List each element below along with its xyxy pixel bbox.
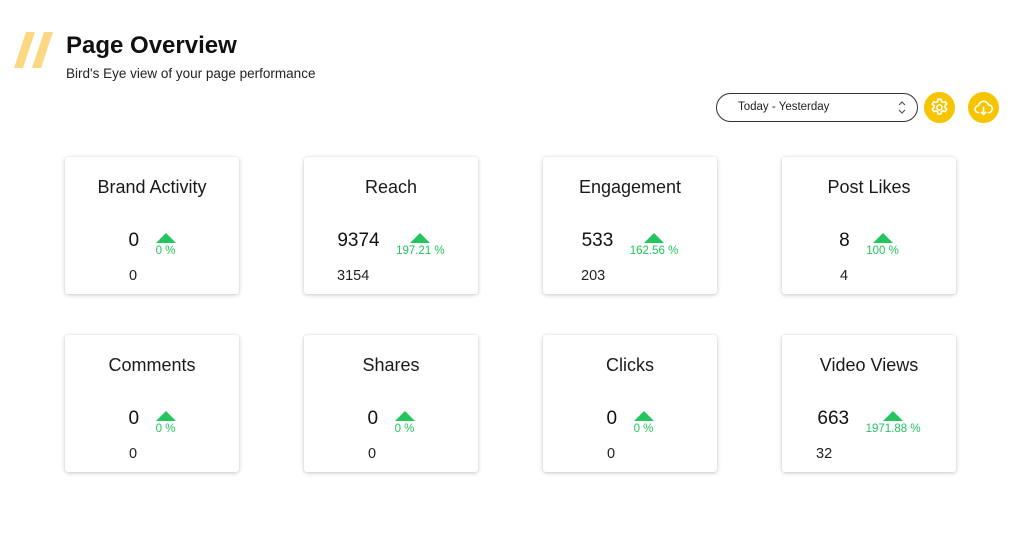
card-value-row: 8 100 % [782,230,956,260]
card-title: Comments [108,355,196,375]
trend-indicator: 100 % [866,233,899,257]
card-title: Engagement [578,177,682,197]
metric-card-shares: Shares 0 0 % 0 [304,335,478,472]
settings-button[interactable] [924,92,955,123]
metric-card-reach: Reach 9374 197.21 % 3154 [304,157,478,294]
card-change: 197.21 % [396,245,445,257]
page-title: Page Overview [66,32,237,59]
card-title: Video Views [819,355,919,375]
card-value-row: 0 0 % [304,408,478,438]
card-value-row: 533 162.56 % [543,230,717,260]
trend-indicator: 162.56 % [629,233,679,257]
card-value: 0 [128,230,140,251]
cloud-download-icon [974,100,994,116]
card-previous-value: 0 [368,446,377,462]
card-change: 0 % [155,423,176,435]
card-value-row: 0 0 % [65,408,239,438]
trend-up-icon [394,411,415,421]
date-range-select[interactable]: Today - Yesterday [716,93,918,122]
metric-card-engagement: Engagement 533 162.56 % 203 [543,157,717,294]
trend-indicator: 0 % [633,411,654,435]
gear-icon [931,98,948,115]
metric-card-post-likes: Post Likes 8 100 % 4 [782,157,956,294]
metric-card-comments: Comments 0 0 % 0 [65,335,239,472]
card-previous-value: 0 [129,446,138,462]
trend-indicator: 1971.88 % [866,411,921,435]
card-value-row: 0 0 % [65,230,239,260]
date-range-label: Today - Yesterday [738,101,830,113]
trend-up-icon [633,411,654,421]
card-previous-value: 32 [816,446,833,462]
metric-card-video-views: Video Views 663 1971.88 % 32 [782,335,956,472]
trend-indicator: 0 % [155,233,176,257]
metric-card-clicks: Clicks 0 0 % 0 [543,335,717,472]
card-value: 0 [128,408,140,429]
card-title: Post Likes [827,177,911,197]
metric-card-brand-activity: Brand Activity 0 0 % 0 [65,157,239,294]
card-previous-value: 0 [607,446,616,462]
card-title: Reach [364,177,418,197]
card-value: 663 [817,408,850,429]
card-change: 100 % [866,245,899,257]
card-change: 0 % [633,423,654,435]
card-value: 0 [367,408,379,429]
card-value: 9374 [337,230,380,251]
card-change: 162.56 % [629,245,679,257]
card-value-row: 663 1971.88 % [782,408,956,438]
trend-indicator: 0 % [155,411,176,435]
card-title: Shares [362,355,420,375]
trend-up-icon [155,411,176,421]
card-previous-value: 203 [581,268,606,284]
trend-up-icon [883,411,904,421]
card-value: 8 [839,230,850,251]
card-value-row: 9374 197.21 % [304,230,478,260]
trend-up-icon [644,233,665,243]
card-value: 0 [606,408,618,429]
card-change: 0 % [394,423,415,435]
trend-up-icon [410,233,431,243]
chevron-up-down-icon [898,101,906,114]
card-title: Clicks [606,355,654,375]
download-button[interactable] [968,92,999,123]
trend-up-icon [872,233,893,243]
card-change: 0 % [155,245,176,257]
card-previous-value: 3154 [337,268,370,284]
card-previous-value: 0 [129,268,138,284]
card-previous-value: 4 [840,268,849,284]
card-value-row: 0 0 % [543,408,717,438]
page-subtitle: Bird's Eye view of your page performance [66,66,316,81]
card-title: Brand Activity [97,177,207,197]
card-value: 533 [581,230,614,251]
trend-indicator: 0 % [394,411,415,435]
trend-indicator: 197.21 % [396,233,445,257]
logo-slashes-icon [14,32,53,68]
trend-up-icon [155,233,176,243]
card-change: 1971.88 % [865,423,921,435]
